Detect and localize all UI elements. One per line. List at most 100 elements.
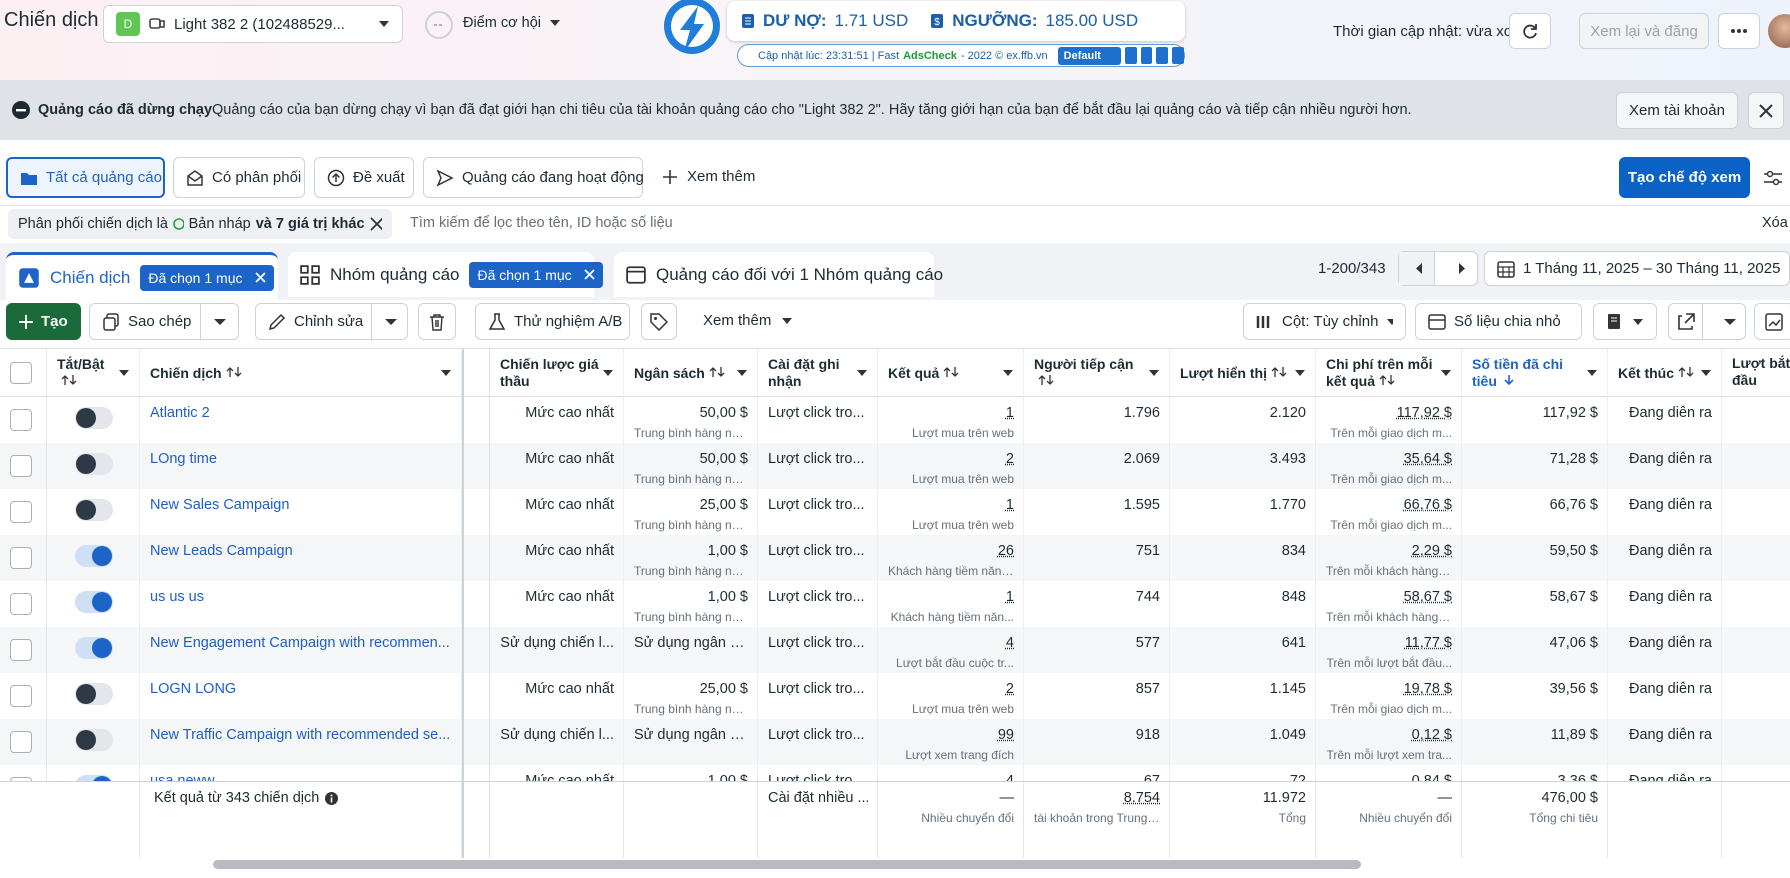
- opportunity-score[interactable]: Điểm cơ hội: [463, 15, 542, 31]
- summary-impressions: 11.972: [1180, 790, 1306, 806]
- name[interactable]: New Traffic Campaign with recommended se…: [150, 727, 451, 743]
- status-toggle[interactable]: [75, 775, 113, 781]
- name[interactable]: Atlantic 2: [150, 405, 210, 421]
- column-header[interactable]: Chi phí trên mỗi kết quả: [1316, 349, 1462, 397]
- status-toggle[interactable]: [75, 729, 113, 751]
- review-button[interactable]: Xem lại và đăng: [1579, 13, 1709, 49]
- delete-button[interactable]: [418, 303, 456, 340]
- close-banner[interactable]: [1748, 92, 1784, 129]
- pager[interactable]: [1398, 251, 1478, 286]
- account-name: Light 382 2 (102488529...: [174, 15, 345, 33]
- status-toggle[interactable]: [75, 407, 113, 429]
- summary-cell: 8.754 tài khoản trong Trung ...: [1024, 782, 1170, 858]
- column-header[interactable]: Chiến dịch: [140, 349, 462, 397]
- column-header[interactable]: Người tiếp cận: [1024, 349, 1170, 397]
- level-tab[interactable]: Nhóm quảng cáo Đã chọn 1 mục: [288, 252, 603, 297]
- chart-button[interactable]: [1754, 303, 1790, 340]
- column-divider: [1721, 349, 1722, 781]
- search-input[interactable]: Tìm kiếm để lọc theo tên, ID hoặc số liệ…: [410, 215, 673, 231]
- ext-mode[interactable]: Default: [1057, 46, 1121, 65]
- column-header-label: Lượt bắt đầu cuộc trò c: [1732, 355, 1790, 391]
- result: 4: [1005, 635, 1014, 651]
- date-range[interactable]: 1 Tháng 11, 2025 – 30 Tháng 11, 2025: [1484, 251, 1790, 286]
- row-checkbox[interactable]: [10, 593, 32, 615]
- column-header[interactable]: Số tiền đã chi tiêu: [1462, 349, 1608, 397]
- row-checkbox[interactable]: [10, 639, 32, 661]
- view-tab[interactable]: Quảng cáo đang hoạt động: [423, 157, 644, 198]
- level-tab[interactable]: Chiến dịch Đã chọn 1 mục: [6, 252, 278, 300]
- edit-button[interactable]: Chỉnh sửa: [255, 303, 408, 340]
- toolbar-more[interactable]: Xem thêm: [703, 312, 793, 329]
- column-header[interactable]: Lượt hiển thị: [1170, 349, 1316, 397]
- cell: 3,36 $: [1462, 765, 1608, 781]
- copy-button[interactable]: Sao chép: [89, 303, 239, 340]
- tag-button[interactable]: [641, 303, 677, 340]
- result: 1: [1005, 589, 1014, 605]
- status-toggle[interactable]: [75, 591, 113, 613]
- filter-chip[interactable]: Phân phối chiến dịch là Bản nháp và 7 gi…: [8, 209, 392, 239]
- row-checkbox[interactable]: [10, 685, 32, 707]
- row-checkbox[interactable]: [10, 731, 32, 753]
- breakdown-button[interactable]: Số liệu chia nhỏ: [1415, 303, 1582, 340]
- create-button[interactable]: Tạo: [6, 303, 81, 340]
- status-toggle[interactable]: [75, 683, 113, 705]
- cell: 11,89 $: [1462, 719, 1608, 765]
- row-checkbox[interactable]: [10, 501, 32, 523]
- summary-attribution: Cài đặt nhiều ...: [768, 790, 868, 806]
- sort-icon: [1504, 375, 1514, 386]
- status-toggle[interactable]: [75, 637, 113, 659]
- horizontal-scrollbar[interactable]: [213, 860, 1361, 869]
- settings-icon[interactable]: [1764, 170, 1782, 186]
- more-views[interactable]: Xem thêm: [663, 168, 755, 185]
- view-tab[interactable]: Tất cả quảng cáo: [6, 157, 165, 198]
- column-header[interactable]: Cài đặt ghi nhận: [758, 349, 878, 397]
- status-toggle[interactable]: [75, 453, 113, 475]
- name[interactable]: LOGN LONG: [150, 681, 237, 697]
- column-header[interactable]: Ngân sách: [624, 349, 758, 397]
- name[interactable]: us us us: [150, 589, 204, 605]
- view-tab[interactable]: Đề xuất: [314, 157, 414, 198]
- cell: Lượt click tro...: [758, 673, 878, 719]
- export-button[interactable]: [1668, 303, 1746, 340]
- column-header[interactable]: Kết quả: [878, 349, 1024, 397]
- row-checkbox[interactable]: [10, 455, 32, 477]
- column-header[interactable]: Tắt/Bật: [47, 349, 140, 397]
- ext-button[interactable]: [1156, 47, 1169, 64]
- column-header[interactable]: Lượt bắt đầu cuộc trò c: [1722, 349, 1790, 397]
- name[interactable]: usa neww: [150, 773, 215, 781]
- account-selector[interactable]: D Light 382 2 (102488529...: [103, 5, 403, 43]
- avatar[interactable]: [1768, 14, 1790, 48]
- status-toggle[interactable]: [75, 545, 113, 567]
- summary-reach: 8.754: [1034, 790, 1160, 806]
- remove-filter[interactable]: [369, 217, 382, 231]
- budget: 1,00 $: [707, 543, 748, 559]
- ext-button[interactable]: [1124, 47, 1137, 64]
- report-button[interactable]: [1593, 303, 1657, 340]
- cell: 1,00 $: [624, 765, 758, 781]
- name[interactable]: New Leads Campaign: [150, 543, 293, 559]
- clear-filters[interactable]: Xóa: [1762, 215, 1788, 231]
- status-toggle[interactable]: [75, 499, 113, 521]
- column-header[interactable]: Chiến lược giá thầu: [490, 349, 624, 397]
- refresh-button[interactable]: [1509, 13, 1551, 49]
- more-button[interactable]: [1718, 13, 1760, 49]
- row-checkbox[interactable]: [10, 409, 32, 431]
- ab-test-button[interactable]: Thử nghiệm A/B: [475, 303, 630, 340]
- ext-button[interactable]: [1140, 47, 1153, 64]
- level-tab[interactable]: Quảng cáo đối với 1 Nhóm quảng cáo: [614, 252, 943, 297]
- view-tab[interactable]: Có phân phối: [173, 157, 305, 198]
- update-time: Thời gian cập nhật: vừa xong: [1333, 23, 1529, 40]
- row-checkbox[interactable]: [10, 777, 32, 781]
- name[interactable]: New Engagement Campaign with recommen...: [150, 635, 450, 651]
- columns-button[interactable]: Cột: Tùy chỉnh: [1243, 303, 1406, 340]
- column-header[interactable]: Kết thúc: [1608, 349, 1722, 397]
- view-account-button[interactable]: Xem tài khoản: [1616, 92, 1738, 129]
- name[interactable]: New Sales Campaign: [150, 497, 290, 513]
- header-checkbox[interactable]: [10, 362, 32, 384]
- impressions: 1.770: [1269, 497, 1306, 513]
- name[interactable]: LOng time: [150, 451, 217, 467]
- ext-button[interactable]: [1172, 47, 1184, 64]
- create-view-button[interactable]: Tạo chế độ xem: [1619, 157, 1750, 198]
- summary-cell: Kết quả từ 343 chiến dịch: [140, 782, 462, 858]
- row-checkbox[interactable]: [10, 547, 32, 569]
